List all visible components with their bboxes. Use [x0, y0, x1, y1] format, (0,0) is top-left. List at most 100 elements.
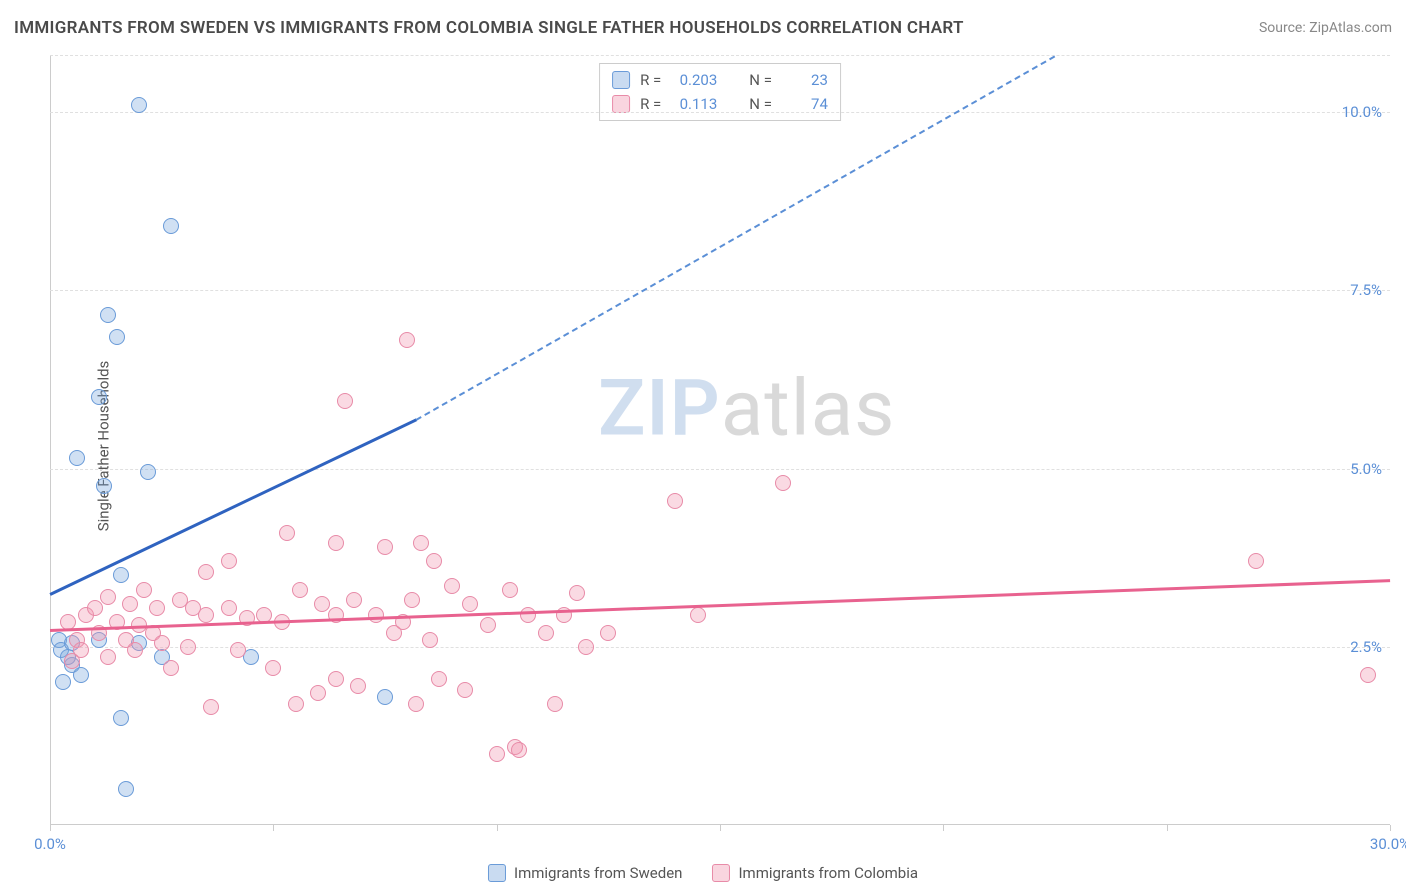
gridline: [50, 469, 1390, 470]
n-value-sweden: 23: [782, 71, 828, 89]
data-point: [350, 678, 366, 694]
legend-row-sweden: R = 0.203 N = 23: [612, 68, 828, 92]
data-point: [149, 600, 165, 616]
data-point: [444, 578, 460, 594]
data-point: [377, 689, 393, 705]
data-point: [131, 97, 147, 113]
data-point: [87, 600, 103, 616]
data-point: [547, 696, 563, 712]
y-tick-label: 2.5%: [1350, 638, 1382, 656]
data-point: [690, 607, 706, 623]
gridline: [50, 112, 1390, 113]
data-point: [96, 478, 112, 494]
data-point: [91, 389, 107, 405]
data-point: [221, 553, 237, 569]
data-point: [538, 625, 554, 641]
data-point: [113, 567, 129, 583]
data-point: [457, 682, 473, 698]
data-point: [600, 625, 616, 641]
data-point: [180, 639, 196, 655]
swatch-sweden-icon: [488, 864, 506, 882]
data-point: [337, 393, 353, 409]
r-label: R =: [640, 95, 661, 113]
data-point: [113, 710, 129, 726]
legend-label-sweden: Immigrants from Sweden: [514, 864, 682, 882]
data-point: [328, 535, 344, 551]
data-point: [163, 660, 179, 676]
trend-line: [50, 579, 1390, 631]
data-point: [118, 781, 134, 797]
data-point: [198, 607, 214, 623]
source-label: Source: ZipAtlas.com: [1259, 20, 1392, 36]
x-tick: [50, 825, 51, 831]
legend-item-sweden: Immigrants from Sweden: [488, 864, 682, 882]
data-point: [163, 218, 179, 234]
data-point: [140, 464, 156, 480]
data-point: [404, 592, 420, 608]
data-point: [100, 589, 116, 605]
data-point: [502, 582, 518, 598]
watermark: ZIPatlas: [598, 364, 895, 455]
data-point: [426, 553, 442, 569]
x-tick: [273, 825, 274, 831]
data-point: [265, 660, 281, 676]
swatch-sweden: [612, 71, 630, 89]
data-point: [511, 742, 527, 758]
data-point: [55, 674, 71, 690]
data-point: [422, 632, 438, 648]
x-tick-label: 0.0%: [34, 835, 66, 853]
data-point: [109, 329, 125, 345]
data-point: [127, 642, 143, 658]
data-point: [203, 699, 219, 715]
r-value-sweden: 0.203: [671, 71, 717, 89]
x-tick: [497, 825, 498, 831]
data-point: [377, 539, 393, 555]
data-point: [154, 635, 170, 651]
data-point: [775, 475, 791, 491]
gridline: [50, 55, 1390, 56]
legend-label-colombia: Immigrants from Colombia: [738, 864, 918, 882]
data-point: [292, 582, 308, 598]
data-point: [408, 696, 424, 712]
gridline: [50, 647, 1390, 648]
n-label: N =: [749, 71, 772, 89]
data-point: [230, 642, 246, 658]
data-point: [489, 746, 505, 762]
data-point: [100, 649, 116, 665]
data-point: [310, 685, 326, 701]
watermark-atlas: atlas: [721, 364, 896, 455]
data-point: [73, 642, 89, 658]
data-point: [328, 671, 344, 687]
data-point: [221, 600, 237, 616]
data-point: [480, 617, 496, 633]
data-point: [288, 696, 304, 712]
data-point: [346, 592, 362, 608]
trend-line: [49, 419, 416, 596]
data-point: [279, 525, 295, 541]
data-point: [399, 332, 415, 348]
title-bar: IMMIGRANTS FROM SWEDEN VS IMMIGRANTS FRO…: [14, 18, 1392, 38]
x-tick-label: 30.0%: [1370, 835, 1406, 853]
data-point: [100, 307, 116, 323]
legend-item-colombia: Immigrants from Colombia: [712, 864, 918, 882]
watermark-zip: ZIP: [598, 364, 721, 455]
data-point: [431, 671, 447, 687]
x-tick: [1390, 825, 1391, 831]
n-value-colombia: 74: [782, 95, 828, 113]
data-point: [520, 607, 536, 623]
series-legend: Immigrants from Sweden Immigrants from C…: [488, 864, 918, 882]
data-point: [136, 582, 152, 598]
n-label: N =: [749, 95, 772, 113]
data-point: [1360, 667, 1376, 683]
data-point: [368, 607, 384, 623]
data-point: [667, 493, 683, 509]
r-value-colombia: 0.113: [671, 95, 717, 113]
data-point: [413, 535, 429, 551]
y-tick-label: 5.0%: [1350, 460, 1382, 478]
chart-title: IMMIGRANTS FROM SWEDEN VS IMMIGRANTS FRO…: [14, 18, 964, 38]
data-point: [73, 667, 89, 683]
x-tick: [720, 825, 721, 831]
y-tick-label: 7.5%: [1350, 281, 1382, 299]
x-tick: [943, 825, 944, 831]
y-axis: [50, 55, 51, 825]
